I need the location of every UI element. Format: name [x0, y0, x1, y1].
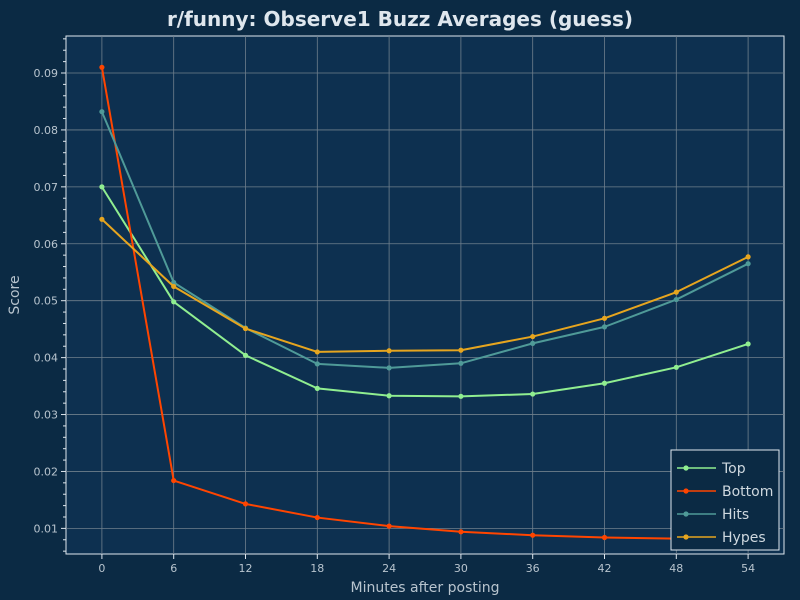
legend-marker — [683, 534, 689, 540]
legend-marker — [683, 511, 689, 517]
series-hypes — [99, 216, 751, 355]
x-axis-label: Minutes after posting — [350, 580, 499, 596]
grid — [66, 36, 784, 554]
y-tick-label: 0.05 — [34, 295, 59, 308]
data-point-hypes — [673, 289, 679, 295]
series-line-top — [101, 186, 749, 398]
data-point-hits — [601, 324, 608, 330]
data-point-top — [386, 393, 392, 399]
data-point-hits — [314, 361, 320, 367]
data-point-bottom — [601, 534, 608, 541]
x-tick-label: 12 — [239, 562, 253, 575]
x-axis-ticks: 0 6 12 18 24 30 36 42 48 54 — [98, 554, 755, 575]
legend: Top Bottom Hits Hypes — [670, 449, 780, 551]
legend-marker — [683, 465, 689, 471]
data-point-top — [601, 380, 608, 386]
data-point-hits — [171, 279, 177, 286]
data-point-hypes — [99, 216, 105, 222]
series-top — [99, 184, 751, 399]
data-point-hits — [386, 365, 392, 371]
legend-item-bottom: Bottom — [677, 484, 773, 500]
legend-item-hypes: Hypes — [677, 530, 766, 546]
data-point-hypes — [386, 348, 392, 354]
data-point-bottom — [314, 514, 320, 521]
data-point-top — [314, 385, 320, 391]
y-tick-label: 0.03 — [34, 409, 59, 422]
x-tick-label: 6 — [170, 562, 177, 575]
series-layer — [99, 64, 751, 543]
y-axis-label: Score — [7, 275, 23, 314]
data-point-top — [242, 352, 249, 358]
y-tick-label: 0.08 — [34, 124, 59, 137]
series-line-hypes — [101, 218, 749, 353]
data-point-top — [99, 184, 105, 190]
x-tick-label: 30 — [454, 562, 468, 575]
data-point-top — [745, 341, 751, 347]
data-point-hypes — [601, 315, 608, 321]
data-point-bottom — [99, 64, 105, 70]
x-tick-label: 36 — [526, 562, 540, 575]
data-point-hypes — [314, 349, 320, 355]
series-line-hits — [100, 111, 749, 369]
data-point-top — [530, 391, 536, 397]
x-tick-label: 48 — [669, 562, 683, 575]
data-point-hits — [458, 360, 464, 366]
legend-label: Hypes — [722, 530, 766, 546]
y-tick-label: 0.01 — [34, 522, 59, 535]
legend-item-hits: Hits — [677, 507, 749, 523]
y-tick-label: 0.06 — [34, 238, 59, 251]
x-tick-label: 54 — [741, 562, 755, 575]
legend-label: Hits — [722, 507, 749, 523]
x-tick-label: 0 — [98, 562, 105, 575]
legend-label: Top — [721, 461, 746, 477]
x-tick-label: 18 — [310, 562, 324, 575]
y-tick-label: 0.04 — [34, 352, 59, 365]
y-tick-label: 0.09 — [34, 67, 59, 80]
data-point-hypes — [458, 347, 464, 353]
series-line-bottom — [100, 67, 749, 541]
data-point-hypes — [745, 254, 751, 260]
data-point-top — [171, 299, 177, 305]
legend-item-top: Top — [677, 461, 746, 477]
data-point-bottom — [530, 532, 536, 538]
data-point-hypes — [242, 325, 249, 332]
chart-title: r/funny: Observe1 Buzz Averages (guess) — [167, 7, 633, 31]
plot-area — [65, 35, 785, 555]
data-point-top — [458, 393, 464, 399]
legend-label: Bottom — [722, 484, 773, 500]
x-tick-label: 24 — [382, 562, 396, 575]
x-tick-label: 42 — [598, 562, 612, 575]
data-point-hits — [745, 261, 751, 267]
data-point-bottom — [386, 523, 392, 529]
data-point-hits — [99, 109, 105, 115]
y-tick-label: 0.07 — [34, 181, 59, 194]
data-point-top — [673, 364, 679, 370]
data-point-hits — [673, 296, 679, 303]
data-point-hits — [530, 340, 536, 346]
legend-marker — [683, 488, 689, 494]
data-point-bottom — [458, 529, 464, 535]
legend-box — [670, 449, 780, 551]
data-point-hypes — [530, 333, 536, 340]
data-point-bottom — [242, 501, 249, 507]
y-axis-ticks: 0.01 0.02 0.03 0.04 0.05 0.06 0.07 0.08 0.09 — [34, 38, 66, 552]
data-point-bottom — [171, 477, 177, 484]
y-tick-label: 0.02 — [34, 465, 59, 478]
data-point-hypes — [171, 283, 177, 290]
